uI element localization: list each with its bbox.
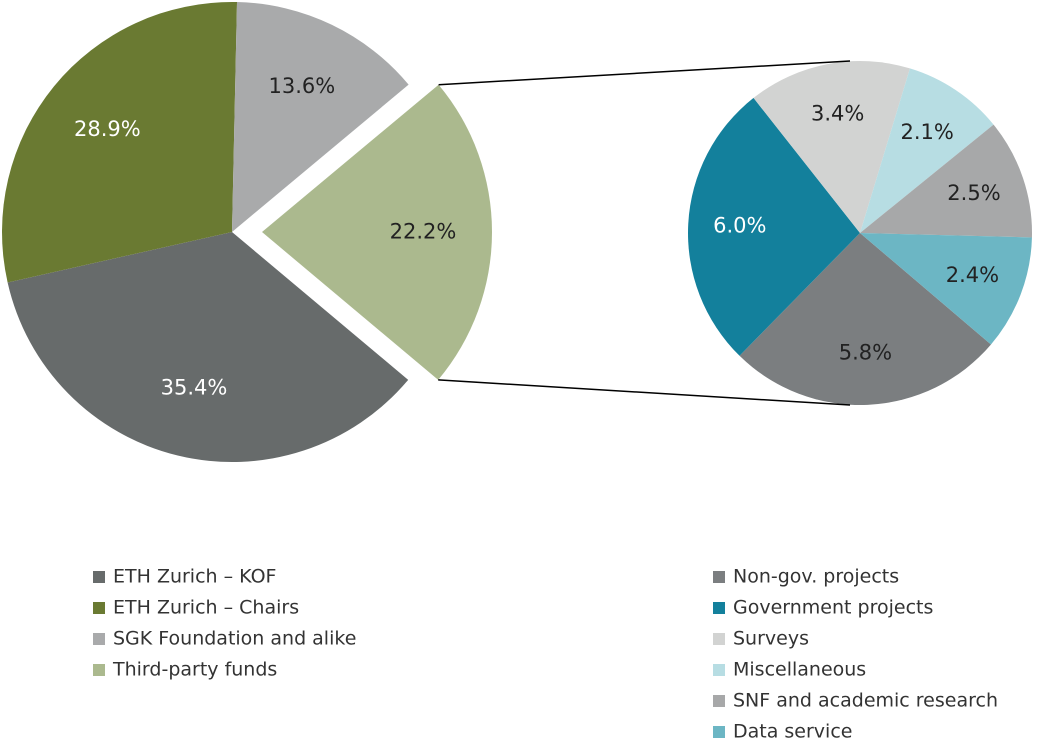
pie-slice bbox=[232, 2, 409, 232]
data-label: 2.5% bbox=[947, 181, 1000, 205]
pie-slice bbox=[860, 233, 1032, 345]
legend-swatch bbox=[93, 633, 105, 645]
legend-swatch bbox=[93, 664, 105, 676]
legend-swatch bbox=[713, 633, 725, 645]
connector-line bbox=[438, 60, 851, 86]
legend-swatch bbox=[713, 726, 725, 738]
legend-label: Surveys bbox=[733, 628, 809, 650]
legend-label: Data service bbox=[733, 721, 852, 743]
legend-label: Government projects bbox=[733, 597, 933, 619]
data-label: 2.4% bbox=[946, 263, 999, 287]
pie-slice bbox=[7, 232, 409, 462]
legend-swatch bbox=[713, 571, 725, 583]
legend-label: SNF and academic research bbox=[733, 690, 998, 712]
pie-slice bbox=[688, 97, 860, 356]
pie-slice bbox=[860, 124, 1032, 238]
data-label: 3.4% bbox=[811, 102, 864, 126]
legend-label: Third-party funds bbox=[112, 659, 277, 681]
pie-slice bbox=[753, 60, 910, 233]
pie-slice bbox=[261, 84, 492, 380]
data-label: 5.8% bbox=[839, 340, 892, 364]
legend-label: Non-gov. projects bbox=[733, 566, 899, 588]
data-label: 35.4% bbox=[161, 375, 228, 399]
data-label: 2.1% bbox=[900, 120, 953, 144]
legend-swatch bbox=[713, 695, 725, 707]
pie-slice bbox=[2, 1, 238, 283]
connector-line bbox=[438, 379, 851, 406]
legend-swatch bbox=[713, 664, 725, 676]
legend-label: Miscellaneous bbox=[733, 659, 866, 681]
legend-swatch bbox=[93, 571, 105, 583]
data-label: 13.6% bbox=[268, 74, 335, 98]
legend-label: ETH Zurich – Chairs bbox=[113, 597, 299, 619]
pie-slice bbox=[739, 233, 991, 406]
data-label: 28.9% bbox=[74, 117, 141, 141]
legend-swatch bbox=[713, 602, 725, 614]
data-label: 6.0% bbox=[713, 213, 766, 237]
legend-label: ETH Zurich – KOF bbox=[113, 566, 276, 588]
legend-swatch bbox=[93, 602, 105, 614]
pie-slice bbox=[860, 68, 994, 233]
data-label: 22.2% bbox=[390, 219, 457, 243]
legend-label: SGK Foundation and alike bbox=[113, 628, 356, 650]
